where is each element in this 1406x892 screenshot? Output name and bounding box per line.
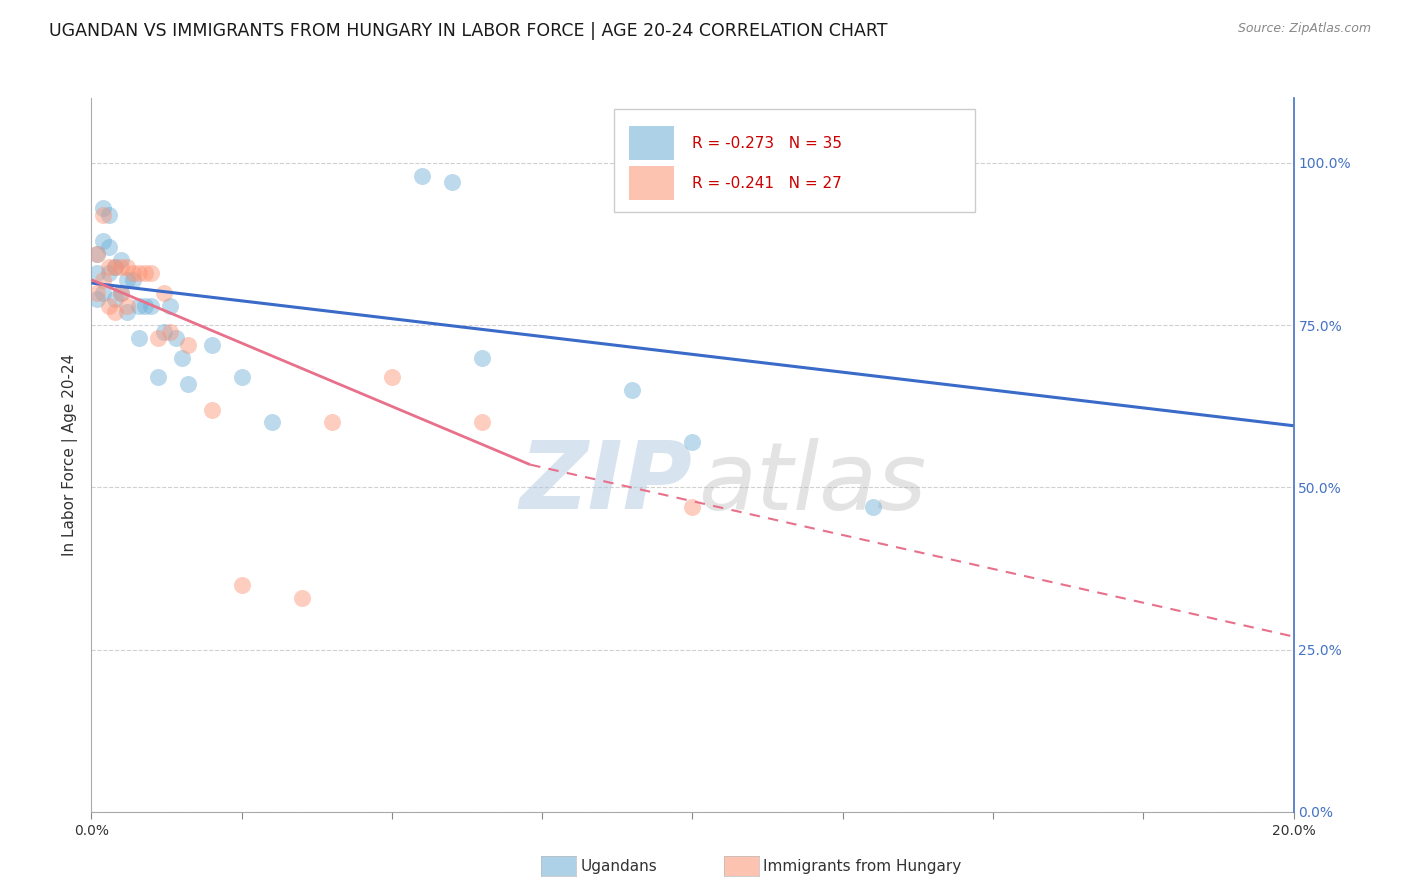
Point (128, 266, 150, 280)
Point (321, 416, 343, 430)
Point (128, 299, 150, 313)
Point (104, 260, 127, 274)
Point (471, 416, 494, 430)
Bar (628, 126, 675, 161)
Point (141, 299, 163, 313)
Point (170, 351, 193, 365)
Point (110, 253, 132, 268)
Point (122, 266, 145, 280)
Text: UGANDAN VS IMMIGRANTS FROM HUNGARY IN LABOR FORCE | AGE 20-24 CORRELATION CHART: UGANDAN VS IMMIGRANTS FROM HUNGARY IN LA… (49, 22, 887, 40)
Point (681, 434, 703, 449)
Bar (628, 166, 675, 200)
Point (86, 285, 108, 300)
Point (291, 591, 314, 605)
Point (98, 240, 121, 254)
Point (104, 305, 127, 319)
Point (176, 337, 198, 351)
Point (201, 337, 224, 351)
Point (98, 208, 121, 222)
Point (117, 273, 139, 287)
Point (117, 305, 139, 319)
Point (93, 208, 115, 222)
Text: ZIP: ZIP (520, 437, 692, 530)
Bar (614, 109, 974, 212)
Point (134, 299, 156, 313)
Point (98, 299, 121, 313)
Text: atlas: atlas (699, 438, 927, 529)
Text: Ugandans: Ugandans (581, 859, 658, 873)
Point (146, 370, 169, 384)
Point (231, 577, 253, 591)
Point (260, 416, 283, 430)
Point (681, 500, 703, 514)
Point (128, 331, 150, 345)
Point (98, 260, 121, 274)
Point (176, 376, 198, 391)
Point (862, 500, 884, 514)
Text: Source: ZipAtlas.com: Source: ZipAtlas.com (1237, 22, 1371, 36)
Point (152, 325, 174, 339)
Text: Immigrants from Hungary: Immigrants from Hungary (763, 859, 962, 873)
Point (104, 260, 127, 274)
Point (134, 266, 156, 280)
Point (98, 266, 121, 280)
Point (117, 260, 139, 274)
Point (165, 331, 187, 345)
Point (93, 234, 115, 248)
Point (86, 292, 108, 306)
Point (104, 292, 127, 306)
Point (110, 285, 132, 300)
Point (471, 351, 494, 365)
Point (110, 285, 132, 300)
Point (231, 370, 253, 384)
Point (93, 285, 115, 300)
Point (201, 402, 224, 417)
Point (159, 299, 181, 313)
Point (117, 299, 139, 313)
Point (86, 266, 108, 280)
Point (411, 169, 433, 183)
Point (86, 247, 108, 261)
Point (146, 331, 169, 345)
Text: R = -0.241   N = 27: R = -0.241 N = 27 (692, 176, 842, 191)
Point (159, 325, 181, 339)
Text: R = -0.273   N = 35: R = -0.273 N = 35 (692, 136, 842, 151)
Point (93, 202, 115, 216)
Y-axis label: In Labor Force | Age 20-24: In Labor Force | Age 20-24 (62, 354, 79, 556)
Point (440, 176, 463, 190)
Point (86, 247, 108, 261)
Point (110, 260, 132, 274)
Point (122, 273, 145, 287)
Point (152, 285, 174, 300)
Point (381, 370, 404, 384)
Point (93, 273, 115, 287)
Point (621, 383, 644, 397)
Point (141, 266, 163, 280)
